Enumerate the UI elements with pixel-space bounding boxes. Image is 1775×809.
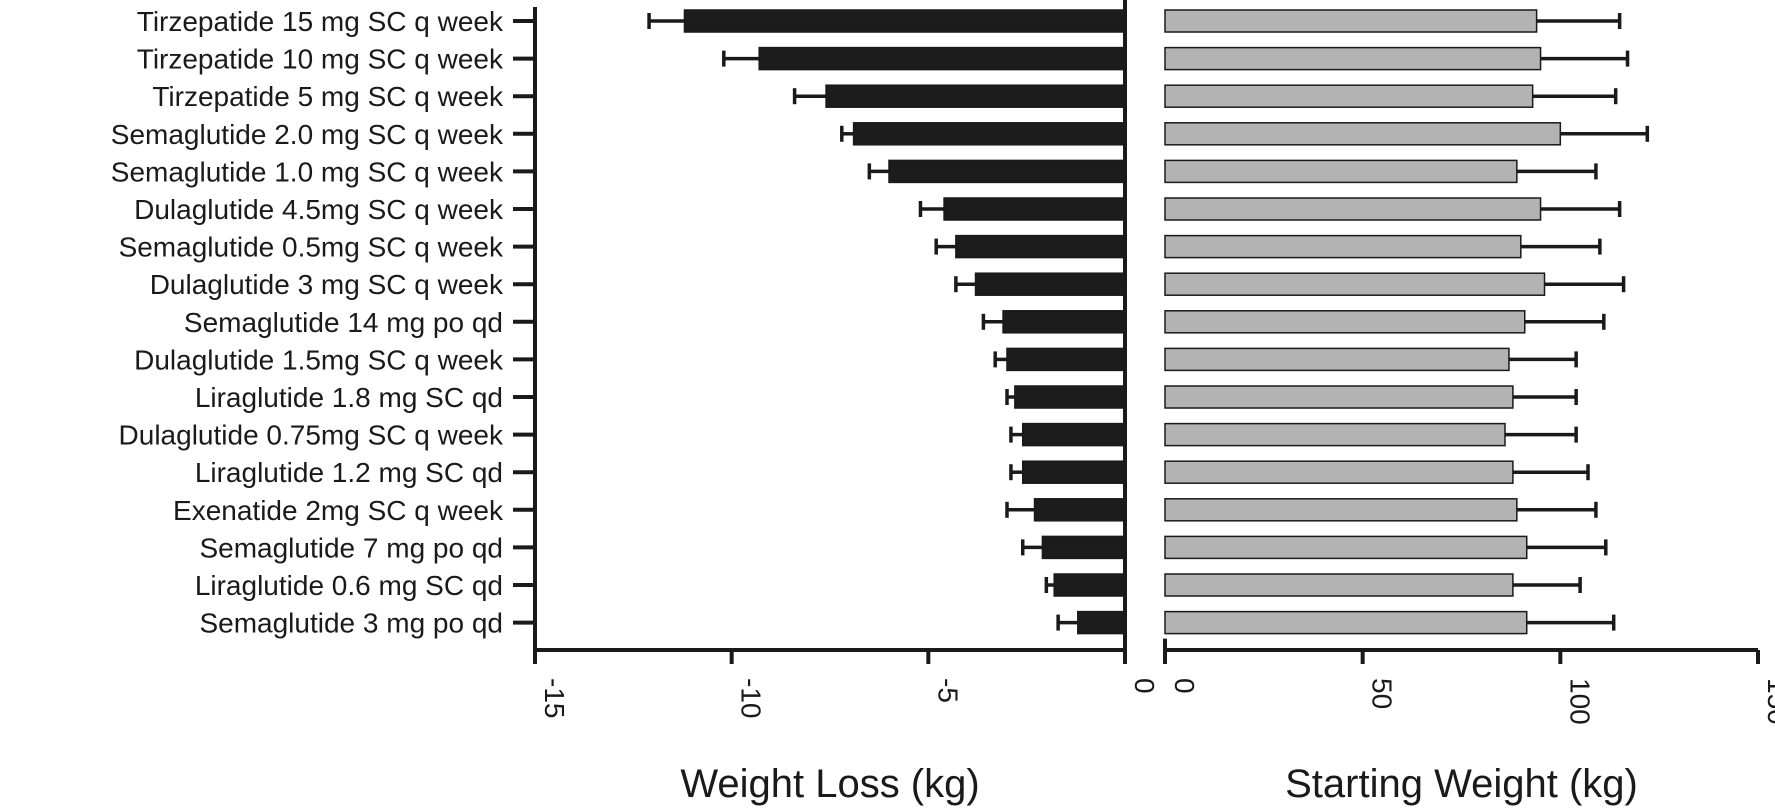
bar	[1021, 422, 1126, 447]
bar	[1002, 310, 1126, 334]
bar	[1006, 347, 1126, 372]
x-tick-label: 100	[1564, 678, 1595, 725]
bar	[1164, 197, 1542, 221]
bar	[1077, 610, 1126, 635]
x-axis-title: Starting Weight (kg)	[1285, 762, 1638, 806]
category-label: Tirzepatide 15 mg SC q week	[137, 6, 504, 37]
x-tick-label: -5	[932, 678, 963, 703]
bar	[683, 9, 1126, 33]
category-label: Liraglutide 1.2 mg SC qd	[195, 457, 503, 488]
x-tick-label: -10	[736, 678, 767, 718]
category-label: Dulaglutide 4.5mg SC q week	[134, 194, 504, 225]
bar	[1164, 610, 1528, 635]
bar	[955, 234, 1126, 259]
bar	[1164, 122, 1562, 146]
bar	[1164, 9, 1538, 33]
bar	[1041, 535, 1126, 560]
x-axis-title: Weight Loss (kg)	[680, 762, 979, 806]
bar	[1164, 385, 1514, 409]
category-label: Dulaglutide 0.75mg SC q week	[119, 420, 504, 451]
bar	[1164, 535, 1528, 560]
category-label: Liraglutide 0.6 mg SC qd	[195, 570, 503, 601]
category-label: Dulaglutide 1.5mg SC q week	[134, 344, 504, 375]
bar	[825, 84, 1126, 108]
x-tick-label: -15	[539, 678, 570, 718]
category-label: Liraglutide 1.8 mg SC qd	[195, 382, 503, 413]
bar	[758, 46, 1126, 71]
bar	[1033, 498, 1126, 522]
category-label: Semaglutide 0.5mg SC q week	[119, 232, 504, 263]
bar	[852, 122, 1126, 146]
category-label: Dulaglutide 3 mg SC q week	[150, 269, 504, 300]
category-label: Semaglutide 3 mg po qd	[199, 608, 503, 639]
bar	[1021, 460, 1126, 484]
bar	[1164, 422, 1506, 447]
category-label: Tirzepatide 10 mg SC q week	[137, 44, 504, 75]
category-label: Semaglutide 7 mg po qd	[199, 532, 503, 563]
bar	[1053, 573, 1126, 597]
category-label: Semaglutide 2.0 mg SC q week	[111, 119, 504, 150]
starting-weight-panel: 0 50 100 150 Starting Weight (kg)	[1163, 9, 1775, 806]
x-tick-label: 50	[1367, 678, 1398, 709]
bar	[888, 159, 1126, 184]
bar	[974, 272, 1126, 296]
category-labels: Tirzepatide 15 mg SC q week Tirzepatide 1…	[111, 6, 504, 639]
x-tick-label: 0	[1169, 678, 1200, 694]
bar	[1164, 46, 1542, 71]
bar	[1164, 234, 1522, 259]
bar	[1164, 159, 1518, 184]
bar	[1014, 385, 1126, 409]
category-label: Semaglutide 1.0 mg SC q week	[111, 156, 504, 187]
bar	[1164, 310, 1526, 334]
category-label: Semaglutide 14 mg po qd	[184, 307, 503, 338]
bar	[1164, 84, 1534, 108]
bar	[1164, 272, 1546, 296]
bar	[1164, 573, 1514, 597]
bar	[1164, 460, 1514, 484]
bar	[1164, 347, 1510, 372]
bar	[1164, 498, 1518, 522]
x-tick-label: 0	[1129, 678, 1160, 694]
x-tick-label: 150	[1762, 678, 1775, 725]
category-label: Tirzepatide 5 mg SC q week	[152, 81, 504, 112]
category-label: Exenatide 2mg SC q week	[173, 495, 504, 526]
bar	[943, 197, 1126, 221]
weight-loss-panel: -15 -10 -5 0 Weight Loss (kg)	[513, 0, 1160, 806]
